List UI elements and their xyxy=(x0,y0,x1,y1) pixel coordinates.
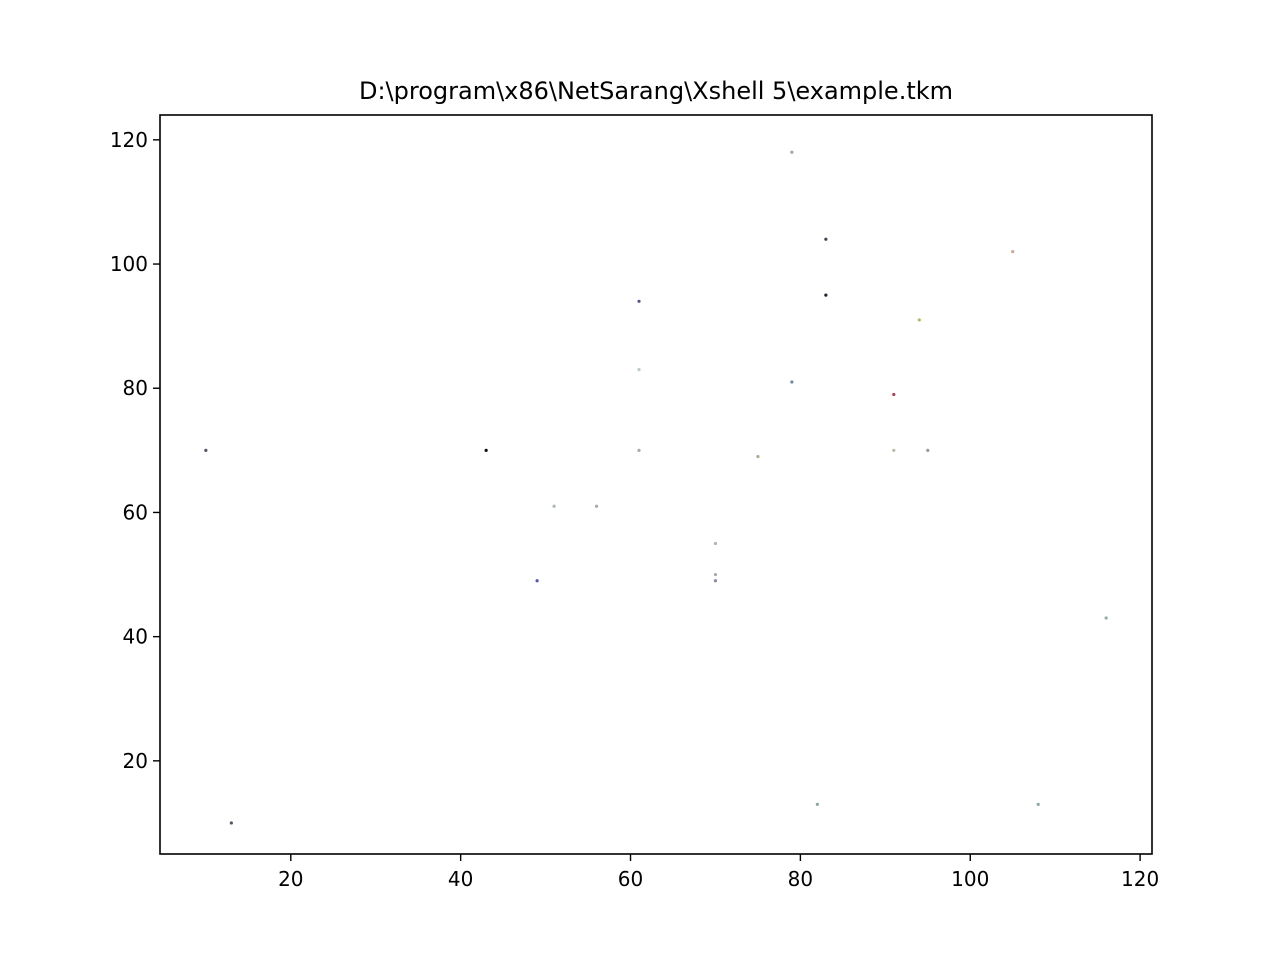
y-tick-label: 20 xyxy=(123,749,148,773)
scatter-point xyxy=(594,504,599,508)
scatter-point xyxy=(824,237,828,241)
scatter-point xyxy=(892,448,896,452)
scatter-point xyxy=(637,368,641,372)
scatter-point xyxy=(1011,250,1015,254)
x-tick-label: 100 xyxy=(951,867,989,891)
scatter-point xyxy=(637,299,641,303)
y-tick-label: 40 xyxy=(123,625,148,649)
scatter-point xyxy=(756,454,760,459)
x-tick-label: 80 xyxy=(788,867,813,891)
y-tick-label: 120 xyxy=(110,128,148,152)
chart-title: D:\program\x86\NetSarang\Xshell 5\exampl… xyxy=(359,77,953,105)
x-tick-label: 40 xyxy=(448,867,473,891)
scatter-point xyxy=(535,579,539,583)
ticks-layer: 20 40 60 80 100 120 20 40 60 80 100 120 xyxy=(110,128,1159,891)
scatter-point xyxy=(1104,616,1108,620)
plot-frame xyxy=(159,114,1153,855)
x-tick-label: 20 xyxy=(278,867,303,891)
scatter-point xyxy=(713,579,718,583)
scatter-point xyxy=(824,293,828,297)
scatter-point xyxy=(229,821,233,825)
y-tick-label: 60 xyxy=(123,500,148,524)
scatter-point xyxy=(484,448,488,452)
scatter-point xyxy=(892,392,896,397)
scatter-point xyxy=(713,541,718,546)
scatter-point xyxy=(637,448,641,452)
scatter-point xyxy=(926,448,930,452)
y-tick-label: 100 xyxy=(110,252,148,276)
scatter-point xyxy=(713,572,718,577)
y-tick-label: 80 xyxy=(123,376,148,400)
scatter-point xyxy=(1036,802,1040,806)
points-layer xyxy=(204,150,1108,825)
scatter-point xyxy=(790,150,794,154)
x-tick-label: 120 xyxy=(1121,867,1159,891)
scatter-point xyxy=(552,504,556,508)
scatter-point xyxy=(204,448,208,452)
scatter-point xyxy=(917,318,921,322)
scatter-point xyxy=(790,380,794,384)
scatter-point xyxy=(815,802,819,806)
x-tick-label: 60 xyxy=(618,867,643,891)
